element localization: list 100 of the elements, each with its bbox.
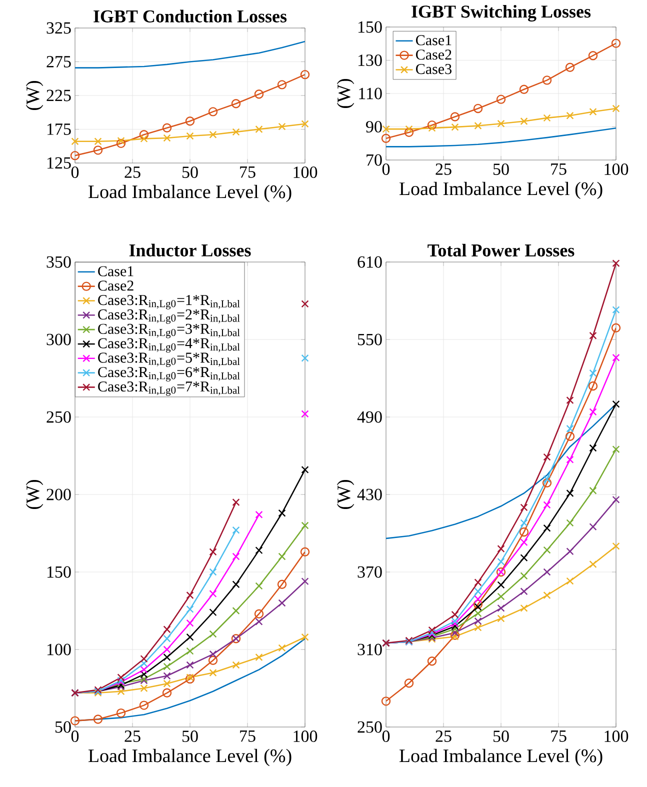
point	[209, 568, 217, 576]
point	[140, 660, 148, 668]
point	[427, 120, 437, 130]
point	[543, 591, 551, 600]
point	[163, 653, 171, 662]
legend-label: Case3:R$_{in,Lg0}$=4*R$_{in,Lbal}$	[98, 338, 240, 353]
point	[232, 661, 240, 669]
point	[451, 610, 459, 618]
point	[186, 132, 194, 140]
legend-label: Case2	[98, 280, 134, 291]
point	[542, 478, 552, 488]
point	[589, 108, 597, 116]
point	[208, 656, 218, 665]
point	[520, 604, 528, 612]
point	[186, 605, 194, 613]
point	[277, 80, 287, 90]
point	[278, 509, 286, 517]
x-tick-label: 50	[493, 730, 509, 742]
point	[519, 84, 529, 94]
y-axis-title: (W)	[336, 480, 354, 509]
point	[70, 150, 80, 160]
x-axis-title: Load Imbalance Level (%)	[88, 184, 292, 202]
point	[185, 116, 195, 126]
y-tick-label: 125	[47, 157, 71, 169]
y-tick-label: 130	[358, 54, 382, 66]
point	[405, 125, 413, 133]
x-tick-label: 100	[604, 730, 628, 742]
point	[543, 524, 551, 532]
point	[163, 680, 171, 688]
y-tick-label: 325	[46, 22, 71, 34]
point	[301, 410, 309, 418]
point	[497, 614, 505, 622]
x-tick-label: 50	[493, 164, 509, 175]
y-tick-label: 275	[46, 56, 71, 68]
point	[474, 610, 482, 618]
point	[474, 624, 482, 632]
point	[254, 90, 264, 99]
point	[231, 99, 241, 108]
point	[232, 606, 240, 615]
point	[186, 591, 194, 600]
point	[93, 146, 103, 155]
point	[589, 560, 597, 568]
point	[428, 124, 436, 132]
point	[301, 633, 309, 641]
point	[543, 453, 551, 461]
point	[300, 70, 310, 80]
y-tick-label: 50	[55, 721, 71, 733]
point	[474, 617, 482, 625]
point	[543, 501, 551, 509]
point	[232, 552, 240, 560]
point	[451, 625, 459, 633]
y-tick-label: 300	[46, 334, 71, 346]
point	[451, 622, 459, 630]
point	[612, 542, 620, 550]
point	[139, 130, 149, 140]
point	[496, 94, 506, 104]
point	[163, 672, 171, 680]
point	[612, 260, 620, 268]
x-tick-label: 0	[71, 166, 79, 178]
point	[71, 138, 79, 146]
point	[520, 519, 528, 527]
point	[277, 580, 287, 590]
point	[451, 628, 459, 636]
point	[381, 696, 391, 706]
point	[278, 122, 286, 130]
x-axis-title: Load Imbalance Level (%)	[399, 182, 602, 200]
y-tick-label: 610	[358, 256, 382, 268]
point	[612, 496, 620, 504]
legend-label: Case3:R$_{in,Lg0}$=7*R$_{in,Lbal}$	[98, 381, 240, 396]
point	[382, 125, 390, 133]
point	[117, 674, 125, 682]
point	[451, 617, 459, 625]
point	[163, 646, 171, 654]
point	[473, 104, 483, 114]
x-tick-label: 100	[294, 166, 318, 178]
point	[543, 546, 551, 554]
point	[186, 661, 194, 669]
point	[163, 634, 171, 642]
x-tick-label: 25	[436, 730, 452, 742]
point	[519, 527, 529, 537]
y-tick-label: 150	[358, 21, 382, 33]
point	[497, 558, 505, 566]
point	[474, 122, 482, 130]
point	[301, 300, 309, 308]
chart-title: IGBT Switching Losses	[412, 5, 591, 22]
point	[611, 38, 621, 48]
y-tick-label: 250	[46, 411, 71, 423]
point	[450, 112, 460, 122]
y-axis-title: (W)	[336, 79, 354, 108]
point	[589, 486, 597, 494]
legend-label: Case1	[416, 35, 452, 46]
chart-title: IGBT Conduction Losses	[94, 10, 287, 23]
y-axis-title: (W)	[26, 480, 44, 509]
x-tick-label: 25	[124, 166, 140, 178]
point	[186, 633, 194, 641]
point	[278, 644, 286, 652]
point	[301, 120, 309, 128]
point	[116, 708, 126, 718]
y-tick-label: 250	[358, 721, 382, 733]
point	[163, 626, 171, 634]
